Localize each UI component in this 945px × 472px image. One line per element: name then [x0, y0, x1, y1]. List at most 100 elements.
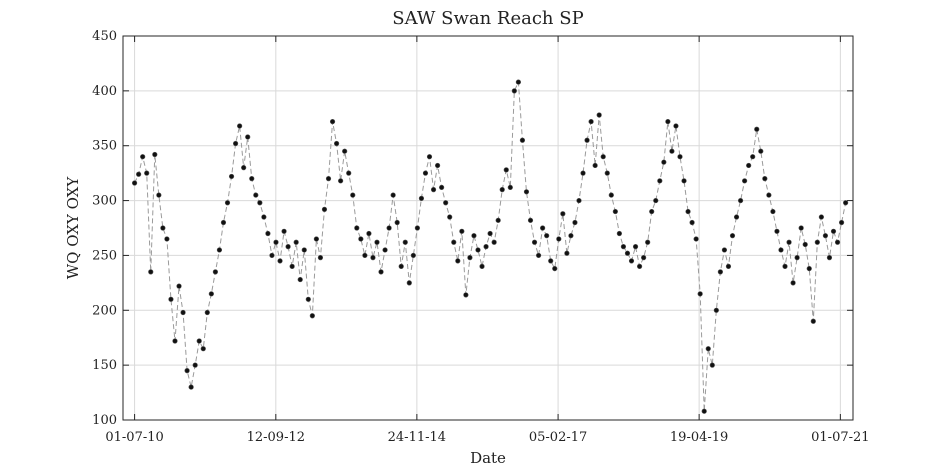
- data-point: [358, 236, 364, 242]
- data-point: [669, 148, 675, 154]
- data-point: [649, 208, 655, 215]
- data-point: [208, 291, 214, 297]
- data-point: [261, 214, 267, 220]
- data-point: [527, 217, 534, 223]
- x-axis-label: Date: [470, 449, 506, 467]
- data-point: [766, 192, 772, 198]
- data-point: [459, 228, 465, 234]
- data-point: [620, 244, 627, 250]
- data-point: [297, 276, 303, 283]
- data-point: [507, 184, 513, 191]
- data-point: [212, 269, 218, 275]
- data-point: [164, 236, 170, 242]
- data-point: [309, 313, 315, 319]
- data-point: [717, 269, 723, 275]
- data-point: [443, 200, 449, 206]
- data-point: [237, 123, 243, 129]
- data-point: [346, 170, 352, 176]
- data-point: [196, 338, 202, 344]
- data-point: [786, 239, 792, 245]
- data-point: [136, 171, 142, 177]
- data-point: [733, 214, 740, 220]
- data-point: [479, 263, 485, 270]
- data-point: [814, 239, 820, 245]
- chart-title: SAW Swan Reach SP: [392, 8, 583, 29]
- data-point: [628, 258, 635, 264]
- data-point: [305, 296, 311, 302]
- grid-lines: [123, 36, 853, 420]
- x-tick-label: 01-07-21: [811, 430, 869, 445]
- data-point: [754, 126, 760, 132]
- data-point: [245, 134, 251, 140]
- data-point: [794, 255, 800, 261]
- data-point: [636, 263, 643, 270]
- data-point: [564, 250, 570, 256]
- data-point: [471, 233, 477, 239]
- data-point: [798, 225, 804, 231]
- data-point: [148, 269, 154, 275]
- data-point: [390, 192, 396, 198]
- data-point: [152, 151, 158, 158]
- data-point: [645, 239, 651, 245]
- data-point: [475, 247, 481, 253]
- data-point: [329, 118, 336, 125]
- data-point: [657, 178, 663, 184]
- data-point: [402, 239, 408, 245]
- data-point: [317, 255, 324, 261]
- data-point: [701, 408, 707, 414]
- data-point: [463, 292, 469, 298]
- data-point: [499, 187, 505, 193]
- data-point: [790, 280, 796, 286]
- data-point: [422, 170, 429, 176]
- x-tick-label: 01-07-10: [105, 430, 163, 445]
- data-point: [677, 154, 683, 160]
- data-point: [830, 228, 837, 234]
- y-tick-label: 450: [92, 29, 117, 44]
- data-point: [632, 244, 639, 250]
- data-point: [378, 269, 384, 275]
- data-point: [624, 250, 631, 256]
- data-point: [342, 148, 348, 154]
- data-point: [418, 195, 425, 201]
- data-point: [604, 170, 610, 176]
- data-point: [774, 228, 780, 234]
- data-point: [519, 137, 526, 143]
- data-point: [168, 296, 174, 302]
- data-point: [838, 219, 845, 226]
- data-point: [673, 123, 679, 129]
- series-line: [134, 81, 847, 412]
- data-point: [382, 247, 388, 253]
- data-point: [544, 233, 550, 239]
- data-point: [366, 230, 372, 237]
- data-point: [232, 140, 239, 147]
- data-point: [653, 197, 659, 204]
- data-point: [192, 362, 198, 368]
- y-tick-label: 100: [92, 413, 117, 428]
- data-point: [220, 219, 227, 226]
- data-point: [414, 225, 420, 231]
- data-point: [491, 239, 497, 245]
- data-point: [253, 192, 259, 198]
- data-point: [560, 211, 566, 217]
- data-point: [535, 252, 542, 259]
- data-point: [216, 247, 223, 253]
- data-point: [806, 265, 812, 272]
- data-point: [313, 236, 319, 242]
- data-point: [665, 118, 671, 125]
- data-point: [370, 255, 376, 261]
- data-point: [826, 255, 833, 261]
- axis-ticks: 100 150 200 250 300 350 400 450 01-07-10 12-09-12…: [92, 29, 869, 445]
- data-point: [770, 208, 776, 215]
- data-series: [131, 79, 849, 414]
- data-point: [301, 247, 307, 253]
- y-tick-label: 250: [92, 248, 117, 263]
- data-point: [693, 236, 699, 242]
- data-point: [778, 247, 784, 253]
- data-point: [552, 265, 558, 272]
- data-point: [661, 159, 667, 165]
- data-point: [572, 219, 578, 226]
- data-point: [325, 176, 332, 182]
- data-point: [705, 346, 711, 352]
- y-tick-label: 300: [92, 194, 117, 209]
- data-point: [338, 178, 344, 184]
